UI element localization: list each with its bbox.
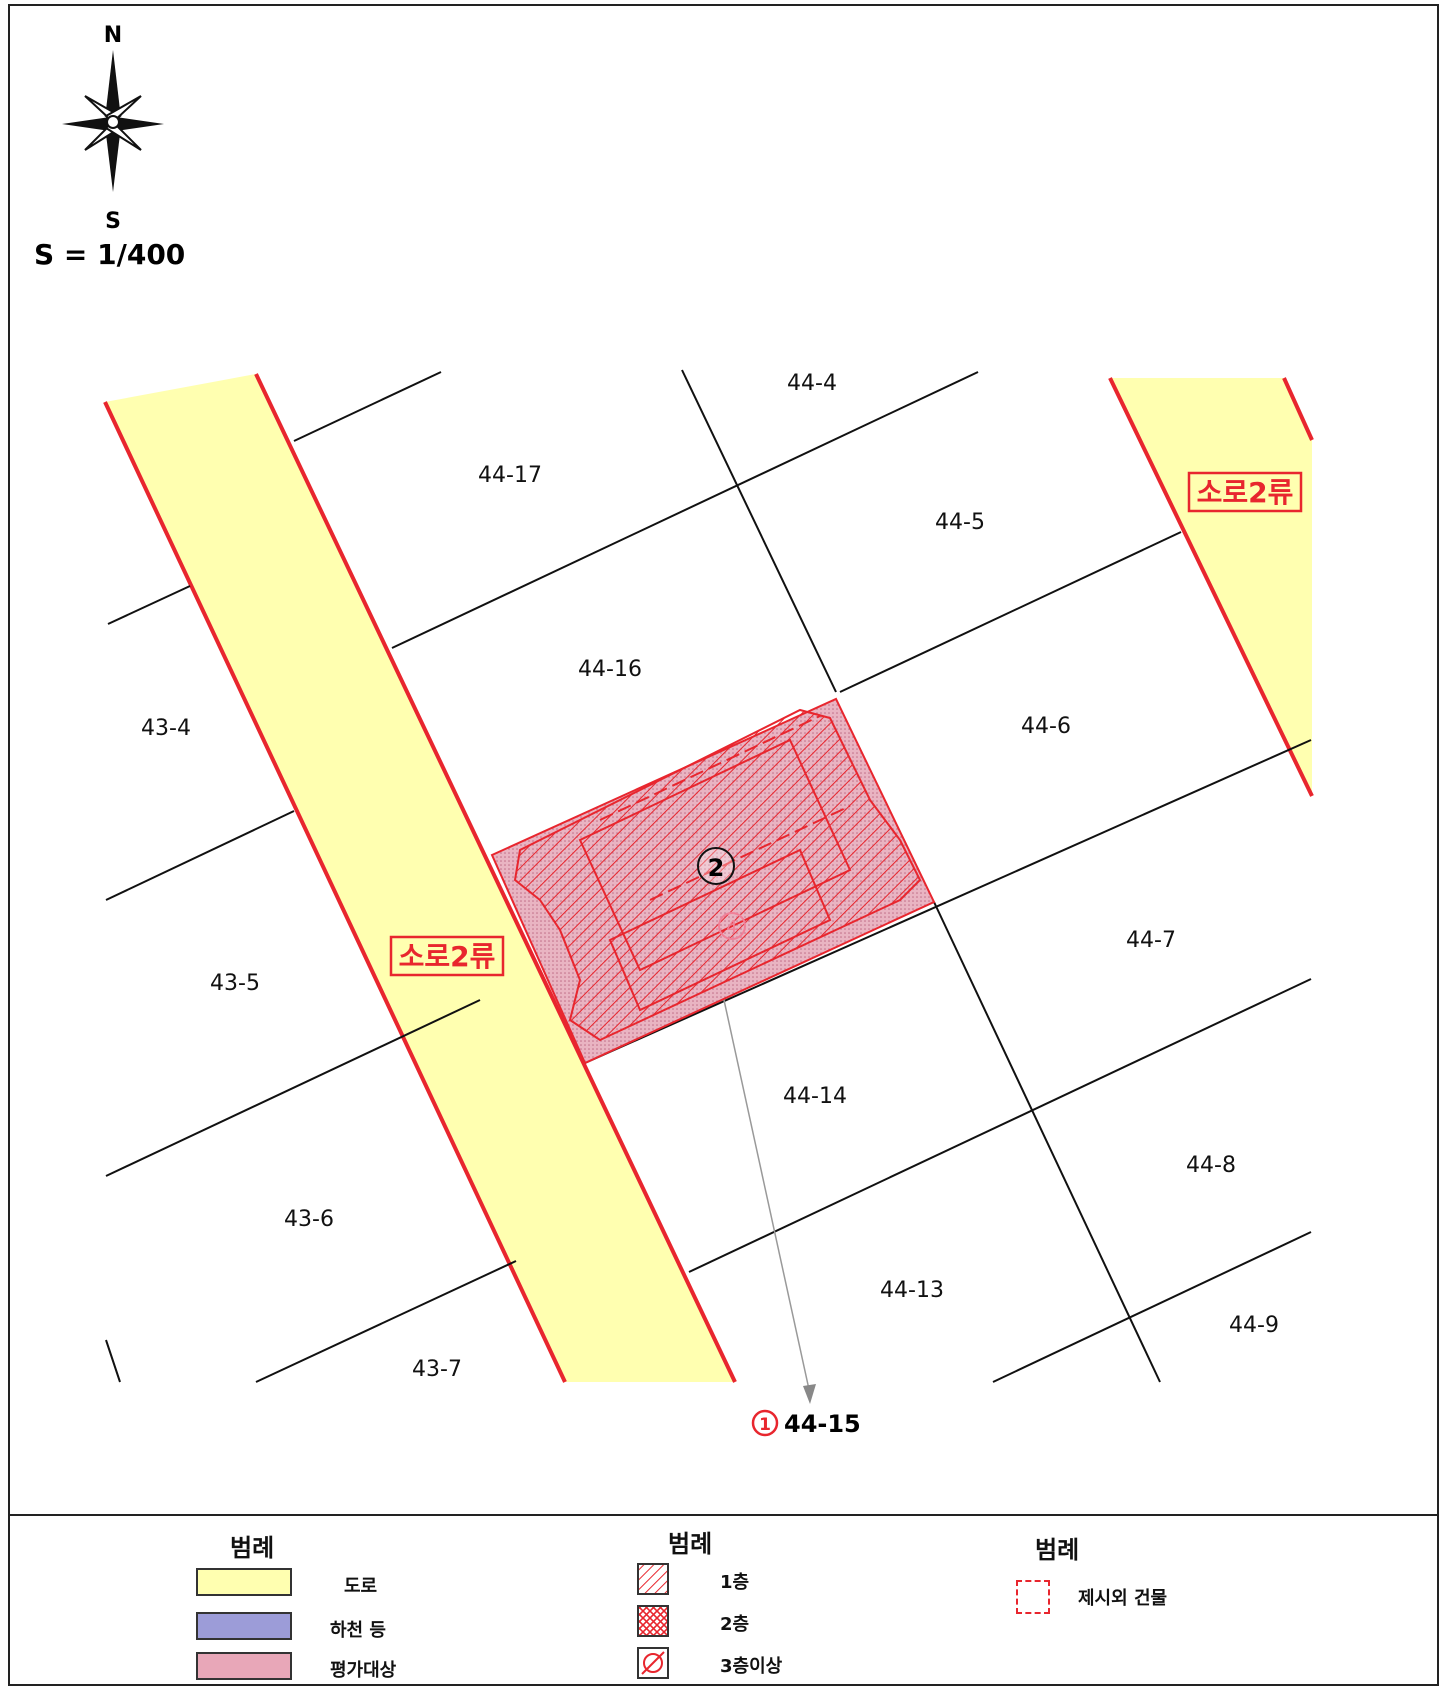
legend-swatch-extra-building — [1016, 1580, 1050, 1614]
parcel-label: 43-7 — [412, 1357, 462, 1382]
legend-label-river: 하천 등 — [330, 1620, 386, 1641]
parcel-boundaries — [105, 369, 1312, 1383]
road-right-label-box — [1187, 471, 1303, 513]
legend-label-road: 도로 — [344, 1576, 378, 1597]
parcel-label: 44-8 — [1186, 1153, 1236, 1178]
inner-number-marker — [718, 912, 746, 940]
legend-label-3f: 3층이상 — [720, 1656, 783, 1677]
road-left-label: 소로2류 — [399, 940, 496, 973]
compass-north-label: N — [104, 23, 122, 48]
inner-number: 4 — [726, 917, 737, 938]
parcel-label: 44-5 — [935, 510, 985, 535]
road-right-label: 소로2류 — [1197, 476, 1294, 509]
legend-label-subject: 평가대상 — [330, 1660, 397, 1681]
legend-label-2f: 2층 — [720, 1614, 750, 1635]
subject-site: 2 4 — [490, 697, 936, 1065]
legend-swatch-3f — [637, 1647, 669, 1679]
road-right — [1108, 377, 1314, 797]
legend-swatch-river — [196, 1612, 292, 1640]
legend-swatch-2f — [637, 1605, 669, 1637]
parcel-label: 43-5 — [210, 971, 260, 996]
legend-title-1: 범례 — [230, 1534, 275, 1562]
callout-parcel-label: 44-15 — [784, 1410, 861, 1438]
callout-number-marker — [751, 1409, 779, 1437]
parcel-label: 44-7 — [1126, 928, 1176, 953]
parcel-label: 44-9 — [1229, 1313, 1279, 1338]
legend-label-1f: 1층 — [720, 1572, 750, 1593]
legend-title-3: 범례 — [1035, 1536, 1080, 1564]
cadastral-map: N S S = 1/400 2 — [34, 23, 1314, 1438]
legend-title-2: 범례 — [668, 1530, 713, 1558]
parcel-label: 43-4 — [141, 716, 191, 741]
parcel-label: 44-14 — [783, 1084, 847, 1109]
callout-number: 1 — [759, 1415, 771, 1435]
legend-swatch-road — [196, 1568, 292, 1596]
parcel-label: 44-6 — [1021, 714, 1071, 739]
legend-divider — [8, 1514, 1439, 1516]
building-number-marker — [697, 847, 735, 885]
legend-swatch-subject — [196, 1652, 292, 1680]
map-scale: S = 1/400 — [34, 238, 185, 271]
map-frame — [8, 4, 1439, 1686]
building-number: 2 — [708, 854, 725, 882]
road-left-label-box — [389, 935, 505, 977]
compass-south-label: S — [105, 209, 121, 234]
parcel-label: 44-13 — [880, 1278, 944, 1303]
parcel-label: 44-17 — [478, 463, 542, 488]
legend-floor-swatches — [637, 1563, 669, 1679]
callout-arrow — [723, 999, 816, 1404]
legend-label-extra-building: 제시외 건물 — [1078, 1588, 1168, 1609]
parcel-label: 44-4 — [787, 371, 837, 396]
compass-rose-icon — [62, 50, 164, 192]
road-left — [103, 373, 737, 1383]
legend-swatch-1f — [637, 1563, 669, 1595]
parcel-label: 43-6 — [284, 1207, 334, 1232]
parcel-label: 44-16 — [578, 657, 642, 682]
